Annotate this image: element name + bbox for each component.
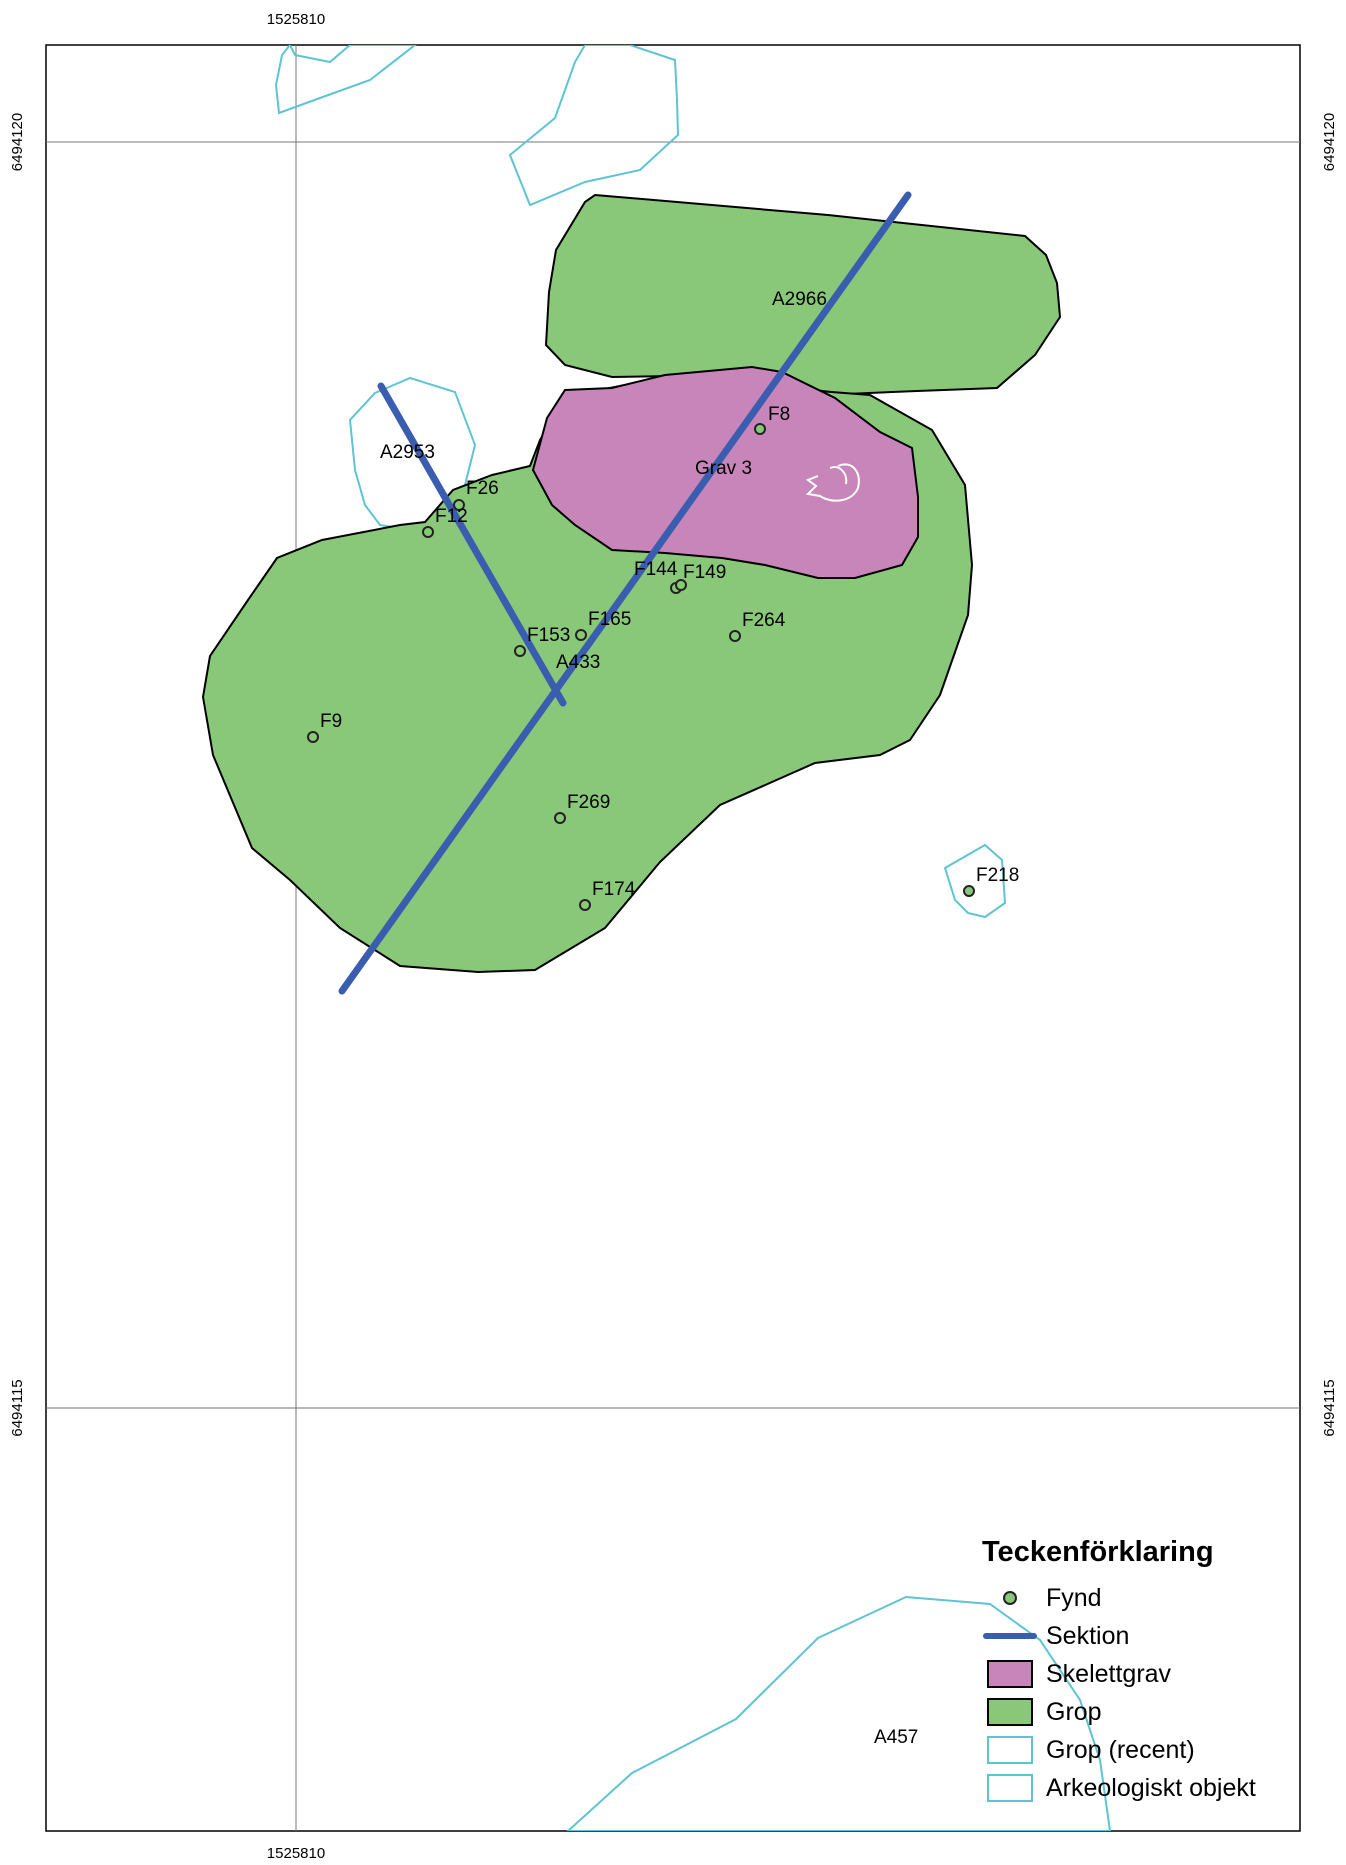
recent-pit-a457 <box>566 1595 1112 1831</box>
legend-item-arkeologiskt-objekt: Arkeologiskt objekt <box>982 1769 1302 1807</box>
legend-item-grop-recent: Grop (recent) <box>982 1731 1302 1769</box>
legend-item-label: Arkeologiskt objekt <box>1046 1773 1256 1802</box>
find-label-f165: F165 <box>588 609 631 630</box>
legend-item-label: Grop (recent) <box>1046 1735 1195 1764</box>
skelettgrav-symbol-icon <box>982 1658 1038 1690</box>
coord-label-y-lower-left: 6494115 <box>9 1379 26 1436</box>
find-point-f149 <box>675 579 687 591</box>
legend-item-label: Skelettgrav <box>1046 1659 1172 1688</box>
legend-item-label: Sektion <box>1046 1621 1130 1650</box>
find-label-f174: F174 <box>592 879 636 900</box>
find-label-f264: F264 <box>742 610 786 631</box>
fynd-symbol-icon <box>982 1582 1038 1614</box>
legend-item-grop: Grop <box>982 1693 1302 1731</box>
label-a2966: A2966 <box>772 289 827 310</box>
recent-pit-top-center <box>508 45 680 207</box>
label-grav3: Grav 3 <box>695 458 752 479</box>
label-a457: A457 <box>874 1727 918 1748</box>
find-label-f153: F153 <box>527 625 570 646</box>
coord-label-x-bottom: 1525810 <box>267 1845 325 1862</box>
find-point-f269 <box>554 812 566 824</box>
coord-label-y-lower-right: 6494115 <box>1321 1379 1338 1436</box>
find-label-f9: F9 <box>320 711 342 732</box>
find-point-f165 <box>575 629 587 641</box>
find-point-f26 <box>453 499 465 511</box>
legend-item-label: Fynd <box>1046 1583 1102 1612</box>
recent-pit-top-left <box>274 45 417 115</box>
find-label-f144: F144 <box>634 559 678 580</box>
arkeologiskt-objekt-symbol-icon <box>982 1772 1038 1804</box>
legend: Teckenförklaring Fynd Sektion Skelettgra… <box>982 1536 1302 1807</box>
find-point-f218 <box>963 885 975 897</box>
skeleton-outline <box>805 463 860 502</box>
find-label-f269: F269 <box>567 792 610 813</box>
find-point-f12 <box>422 526 434 538</box>
find-label-f26: F26 <box>466 478 499 499</box>
find-label-f12: F12 <box>435 506 468 527</box>
find-point-f9 <box>307 731 319 743</box>
find-label-f218: F218 <box>976 865 1019 886</box>
legend-item-sektion: Sektion <box>982 1617 1302 1655</box>
find-point-f174 <box>579 899 591 911</box>
find-label-f8: F8 <box>768 404 790 425</box>
grop-recent-symbol-icon <box>982 1734 1038 1766</box>
sektion-symbol-icon <box>982 1620 1038 1652</box>
sektion-line-main <box>338 191 912 995</box>
coord-label-x-top: 1525810 <box>267 11 325 28</box>
find-point-f153 <box>514 645 526 657</box>
legend-item-fynd: Fynd <box>982 1579 1302 1617</box>
legend-item-label: Grop <box>1046 1697 1102 1726</box>
sektion-line-short <box>377 382 567 707</box>
find-point-f264 <box>729 630 741 642</box>
coord-label-y-upper-right: 6494120 <box>1321 113 1338 171</box>
legend-item-skelettgrav: Skelettgrav <box>982 1655 1302 1693</box>
find-label-f149: F149 <box>683 562 726 583</box>
label-a433: A433 <box>556 652 600 673</box>
grid-lines <box>46 45 1300 1831</box>
recent-pit-f218 <box>943 843 1007 919</box>
find-point-f8 <box>754 423 766 435</box>
grop-symbol-icon <box>982 1696 1038 1728</box>
skelettgrav-grav3 <box>531 365 919 579</box>
legend-title: Teckenförklaring <box>982 1536 1214 1568</box>
label-a2953: A2953 <box>380 442 435 463</box>
coord-label-y-upper-left: 6494120 <box>9 113 26 171</box>
